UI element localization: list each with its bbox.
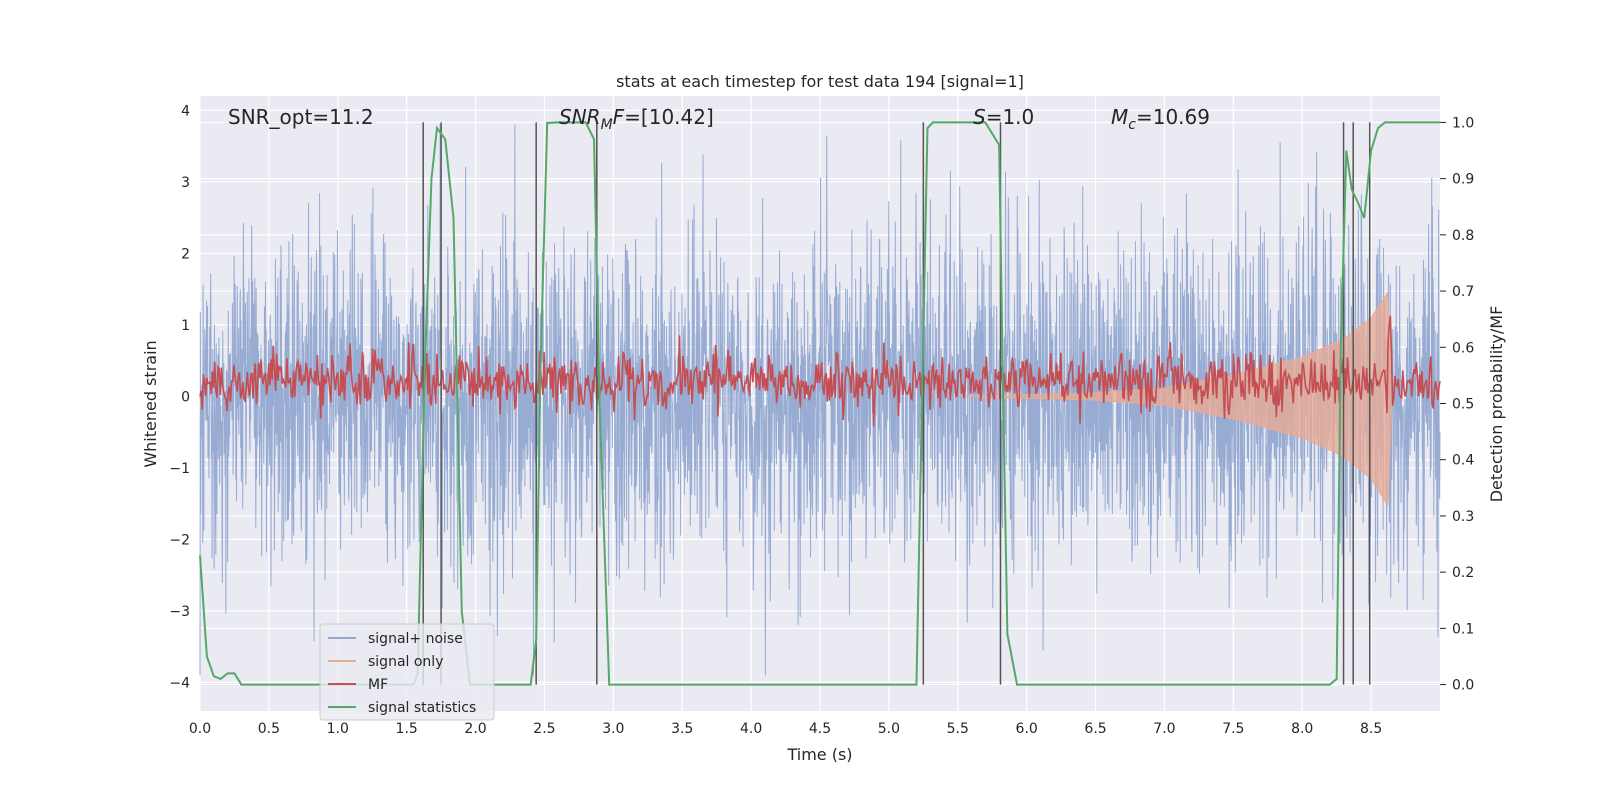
- x-tick-label: 3.0: [602, 721, 624, 737]
- x-tick-label: 0.0: [189, 721, 211, 737]
- legend-box: [319, 623, 495, 721]
- y2-tick-label: 0.5: [1452, 397, 1474, 413]
- x-tick-label: 2.5: [533, 721, 555, 737]
- x-tick-label: 8.0: [1291, 721, 1313, 737]
- y2-tick-labels: 0.0 0.1 0.2 0.3 0.4 0.5 0.6 0.7 0.8 0.9 1.0: [1440, 115, 1474, 694]
- legend: signal+ noise signal only MF signal stat…: [319, 623, 495, 721]
- series-signal-noise: [199, 124, 1441, 676]
- snr-mf-main: SNR: [559, 105, 601, 129]
- chart-title: stats at each timestep for test data 194…: [616, 72, 1024, 91]
- x-tick-labels: 0.0 0.5 1.0 1.5 2.0 2.5 3.0 3.5 4.0 4.5 5.0 5.5 6.0 6…: [189, 721, 1382, 737]
- y2-axis-label: Detection probability/MF: [1487, 306, 1506, 503]
- y-tick-labels: −4 −3 −2 −1 0 1 2 3 4: [169, 103, 190, 691]
- y2-tick-label: 0.8: [1452, 228, 1474, 244]
- annotation-snr-opt: SNR_opt=11.2: [228, 105, 374, 129]
- mf-line: [199, 315, 1441, 427]
- y2-tick-label: 1.0: [1452, 115, 1474, 131]
- y-tick-label: −1: [169, 461, 190, 477]
- y2-tick-label: 0.9: [1452, 172, 1474, 188]
- x-tick-label: 2.0: [464, 721, 486, 737]
- x-tick-label: 6.5: [1084, 721, 1106, 737]
- legend-label-signal-statistics: signal statistics: [368, 700, 476, 716]
- mc-subscript: c: [1128, 117, 1136, 133]
- legend-label-signal-only: signal only: [368, 654, 443, 670]
- y2-tick-label: 0.4: [1452, 453, 1474, 469]
- y-tick-label: 0: [181, 389, 190, 405]
- x-tick-label: 4.0: [740, 721, 762, 737]
- y-tick-label: −3: [169, 604, 190, 620]
- y2-tick-label: 0.7: [1452, 284, 1474, 300]
- x-tick-label: 7.0: [1153, 721, 1175, 737]
- snr-mf-subscript: M: [601, 117, 613, 133]
- x-tick-label: 8.5: [1360, 721, 1382, 737]
- legend-label-mf: MF: [368, 677, 388, 693]
- x-tick-label: 6.0: [1016, 721, 1038, 737]
- mc-value: =10.69: [1136, 105, 1210, 129]
- y-tick-label: 3: [181, 175, 190, 191]
- snr-mf-F: F: [613, 105, 625, 129]
- y-tick-label: −4: [169, 675, 190, 691]
- x-tick-label: 5.5: [947, 721, 969, 737]
- signal-noise-line: [199, 124, 1441, 676]
- y-axis-label: Whitened strain: [141, 340, 160, 467]
- x-tick-label: 5.0: [878, 721, 900, 737]
- s-value: =1.0: [986, 105, 1035, 129]
- series-mf: [199, 315, 1441, 427]
- annotation-s: S=1.0: [973, 105, 1034, 129]
- x-axis-label: Time (s): [786, 745, 852, 764]
- x-tick-label: 4.5: [809, 721, 831, 737]
- snr-mf-value: =[10.42]: [624, 105, 714, 129]
- y2-tick-label: 0.2: [1452, 565, 1474, 581]
- y-tick-label: 2: [181, 246, 190, 262]
- x-tick-label: 0.5: [258, 721, 280, 737]
- x-tick-label: 1.5: [396, 721, 418, 737]
- x-tick-label: 1.0: [327, 721, 349, 737]
- y2-tick-label: 0.6: [1452, 340, 1474, 356]
- legend-label-signal-noise: signal+ noise: [368, 631, 463, 647]
- y-tick-label: 1: [181, 318, 190, 334]
- x-tick-label: 7.5: [1222, 721, 1244, 737]
- y2-tick-label: 0.0: [1452, 678, 1474, 694]
- y-tick-label: 4: [181, 103, 190, 119]
- y2-tick-label: 0.1: [1452, 621, 1474, 637]
- y2-tick-label: 0.3: [1452, 509, 1474, 525]
- annotation-snr-mf: SNRMF=[10.42]: [559, 105, 714, 133]
- x-tick-label: 3.5: [671, 721, 693, 737]
- s-main: S: [973, 105, 986, 129]
- y-tick-label: −2: [169, 532, 190, 548]
- annotation-mc: Mc=10.69: [1111, 105, 1210, 133]
- mc-main: M: [1111, 105, 1128, 129]
